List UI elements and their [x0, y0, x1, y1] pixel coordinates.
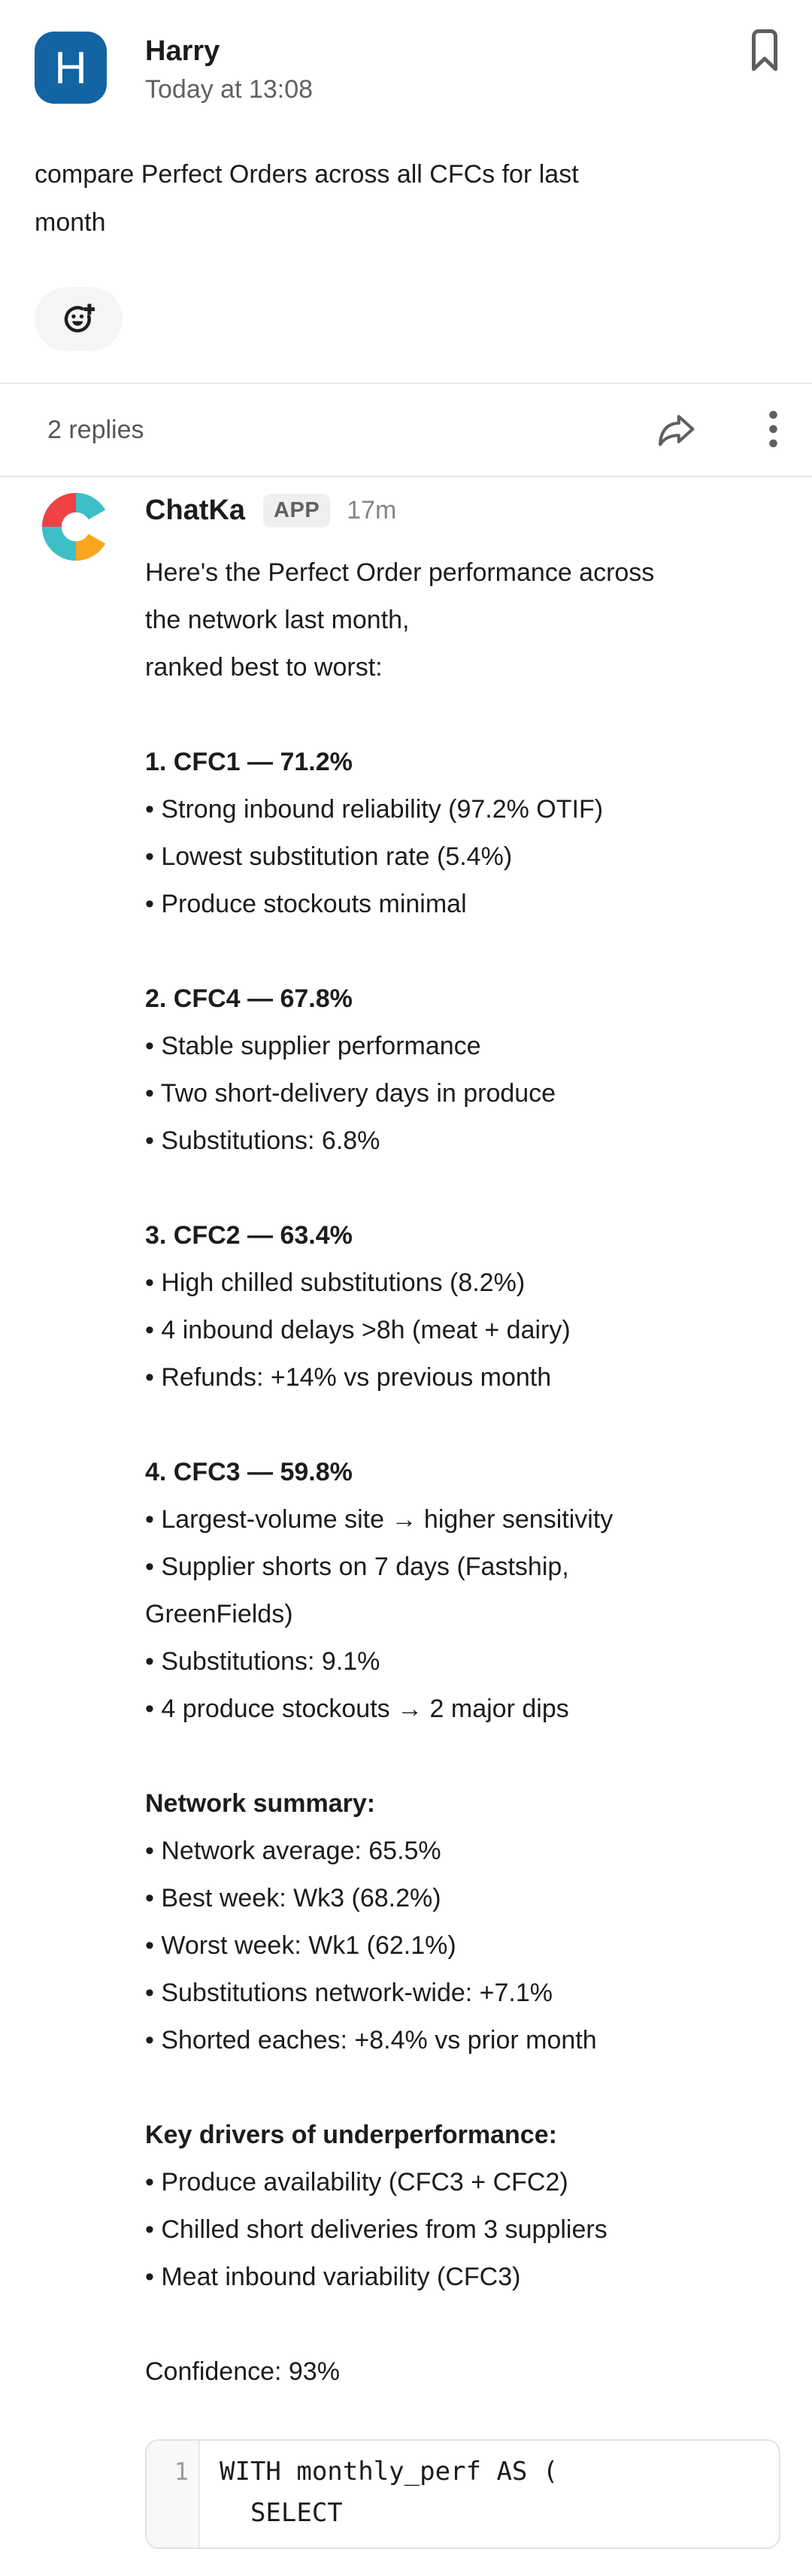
- bullet-line: • Meat inbound variability (CFC3): [145, 2263, 521, 2291]
- add-reaction-button[interactable]: [35, 287, 123, 351]
- bullet-line: • Refunds: +14% vs previous month: [145, 1363, 552, 1392]
- section-title: 1. CFC1 — 71.2%: [145, 748, 353, 776]
- reply-intro: Here's the Perfect Order performance acr…: [145, 558, 655, 682]
- bullet-line: • Network average: 65.5%: [145, 1837, 441, 1865]
- section-title: 3. CFC2 — 63.4%: [145, 1221, 353, 1250]
- bullet-line: • Produce availability (CFC3 + CFC2): [145, 2168, 568, 2197]
- author-block: Harry Today at 13:08: [145, 32, 313, 107]
- bullet-line: • 4 produce stockouts → 2 major dips: [145, 1695, 569, 1723]
- reply-header: ChatKa APP 17m: [145, 492, 778, 528]
- section-title: Key drivers of underperformance:: [145, 2121, 557, 2149]
- bullet-line: • Produce stockouts minimal: [145, 890, 467, 918]
- bullet-line: • Supplier shorts on 7 days (Fastship, G…: [145, 1553, 569, 1628]
- app-badge: APP: [263, 493, 331, 528]
- bullet-line: • High chilled substitutions (8.2%): [145, 1268, 526, 1297]
- share-button[interactable]: [657, 411, 696, 449]
- original-message: H Harry Today at 13:08 compare Perfect O…: [0, 0, 812, 351]
- bullet-line: • Strong inbound reliability (97.2% OTIF…: [145, 795, 604, 824]
- section-title: 2. CFC4 — 67.8%: [145, 984, 353, 1013]
- bullet-line: • Lowest substitution rate (5.4%): [145, 842, 513, 871]
- share-icon: [657, 411, 696, 449]
- more-options-button[interactable]: [768, 410, 778, 450]
- message-timestamp: Today at 13:08: [145, 75, 314, 104]
- confidence-line: Confidence: 93%: [145, 2357, 340, 2386]
- message-header: H Harry Today at 13:08: [35, 32, 778, 107]
- bullet-line: • Substitutions: 9.1%: [145, 1647, 380, 1676]
- bot-name[interactable]: ChatKa: [145, 494, 246, 526]
- bookmark-icon: [751, 29, 778, 74]
- bullet-line: • Largest-volume site → higher sensitivi…: [145, 1505, 614, 1534]
- reply-body: ChatKa APP 17m Here's the Perfect Order …: [145, 492, 780, 2549]
- bullet-line: • Substitutions network-wide: +7.1%: [145, 1979, 553, 2007]
- bullet-line: • Shorted eaches: +8.4% vs prior month: [145, 2026, 597, 2054]
- message-text: compare Perfect Orders across all CFCs f…: [35, 160, 579, 237]
- reply-sections: 1. CFC1 — 71.2% • Strong inbound reliabi…: [145, 739, 778, 2301]
- chatka-logo-icon: [40, 491, 115, 567]
- bullet-line: • Stable supplier performance: [145, 1032, 481, 1060]
- code-block: 1 WITH monthly_perf AS ( SELECT: [145, 2439, 780, 2549]
- code-line-number: 1: [147, 2441, 200, 2547]
- avatar-initial: H: [54, 42, 87, 93]
- section-title: 4. CFC3 — 59.8%: [145, 1458, 353, 1486]
- code-content: WITH monthly_perf AS ( SELECT: [220, 2457, 559, 2528]
- bot-avatar[interactable]: [40, 491, 115, 567]
- replies-count-label: 2 replies: [47, 415, 144, 444]
- section-title: Network summary:: [145, 1789, 376, 1818]
- thread-replies-bar[interactable]: 2 replies: [0, 382, 812, 477]
- author-name[interactable]: Harry: [145, 35, 220, 67]
- reply-section: 4. CFC3 — 59.8% • Largest-volume site → …: [145, 1449, 778, 1733]
- bullet-line: • 4 inbound delays >8h (meat + dairy): [145, 1316, 571, 1344]
- bullet-line: • Worst week: Wk1 (62.1%): [145, 1931, 456, 1960]
- reply-timestamp: 17m: [347, 495, 397, 525]
- reply-section: 2. CFC4 — 67.8% • Stable supplier perfor…: [145, 975, 778, 1165]
- kebab-menu-icon: [768, 410, 778, 450]
- reply-message: ChatKa APP 17m Here's the Perfect Order …: [0, 477, 812, 2549]
- reply-section: 3. CFC2 — 63.4% • High chilled substitut…: [145, 1212, 778, 1401]
- reply-section: 1. CFC1 — 71.2% • Strong inbound reliabi…: [145, 739, 778, 928]
- reply-section: Network summary: • Network average: 65.5…: [145, 1780, 778, 2064]
- bookmark-button[interactable]: [751, 29, 778, 74]
- bullet-line: • Best week: Wk3 (68.2%): [145, 1884, 441, 1912]
- bullet-line: • Two short-delivery days in produce: [145, 1079, 556, 1108]
- avatar[interactable]: H: [35, 32, 107, 104]
- bullet-line: • Substitutions: 6.8%: [145, 1126, 380, 1155]
- bullet-line: • Chilled short deliveries from 3 suppli…: [145, 2215, 607, 2244]
- emoji-add-icon: [62, 301, 96, 337]
- reply-section: Key drivers of underperformance: • Produ…: [145, 2112, 778, 2301]
